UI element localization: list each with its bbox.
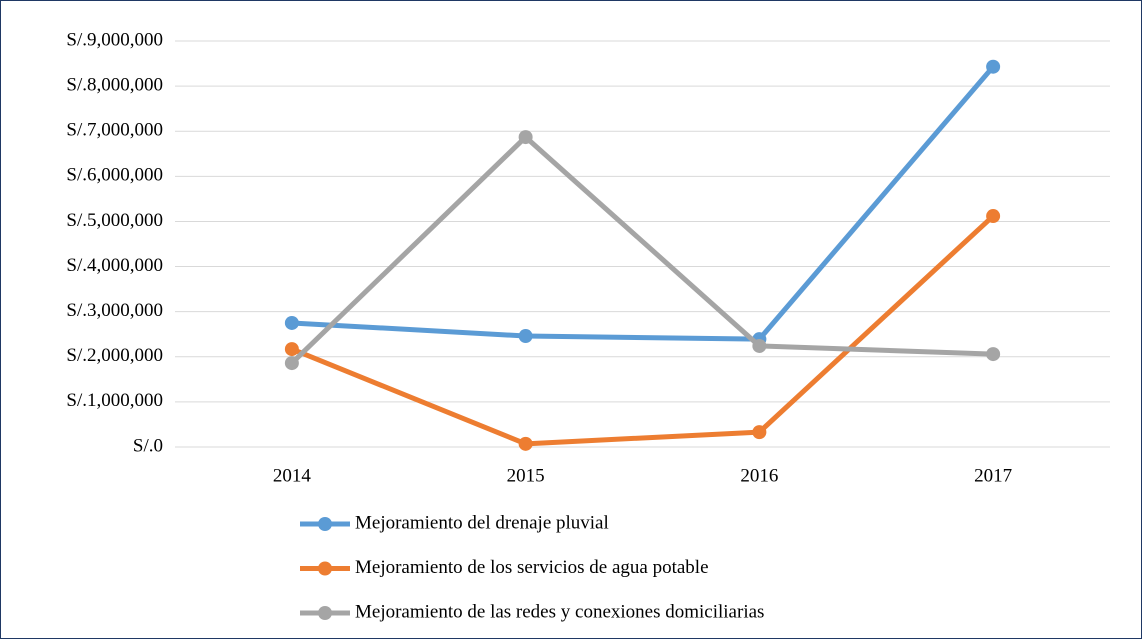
y-tick-label: S/.1,000,000 [66,390,163,411]
series-marker [518,329,533,344]
series-marker [986,347,1001,362]
series-marker [752,338,767,353]
x-tick-label: 2016 [740,465,778,486]
y-tick-label: S/.5,000,000 [66,210,163,231]
series-marker [752,425,767,440]
x-tick-label: 2014 [273,465,312,486]
series-line [289,213,996,447]
y-tick-label: S/.8,000,000 [66,74,163,95]
series-marker [284,315,299,330]
series-marker [986,59,1001,74]
legend-label: Mejoramiento de las redes y conexiones d… [355,601,764,622]
legend-label: Mejoramiento de los servicios de agua po… [355,557,709,578]
y-tick-label: S/.6,000,000 [66,165,163,186]
legend-marker [318,517,332,531]
y-tick-label: S/.3,000,000 [66,300,163,321]
series-line [289,134,996,366]
y-tick-label: S/.0 [133,435,163,456]
series-marker [284,342,299,357]
legend-label: Mejoramiento del drenaje pluvial [355,512,609,533]
y-tick-label: S/.9,000,000 [66,29,163,50]
series-marker [284,356,299,371]
y-tick-label: S/.4,000,000 [66,255,163,276]
series-marker [518,436,533,451]
y-tick-label: S/.2,000,000 [66,345,163,366]
legend-marker [318,561,332,576]
x-tick-label: 2017 [974,465,1012,486]
x-tick-label: 2015 [507,465,545,486]
series-marker [518,130,533,145]
series-line [289,64,996,342]
y-tick-label: S/.7,000,000 [66,120,163,141]
legend-marker [318,606,332,620]
series-marker [986,209,1001,224]
